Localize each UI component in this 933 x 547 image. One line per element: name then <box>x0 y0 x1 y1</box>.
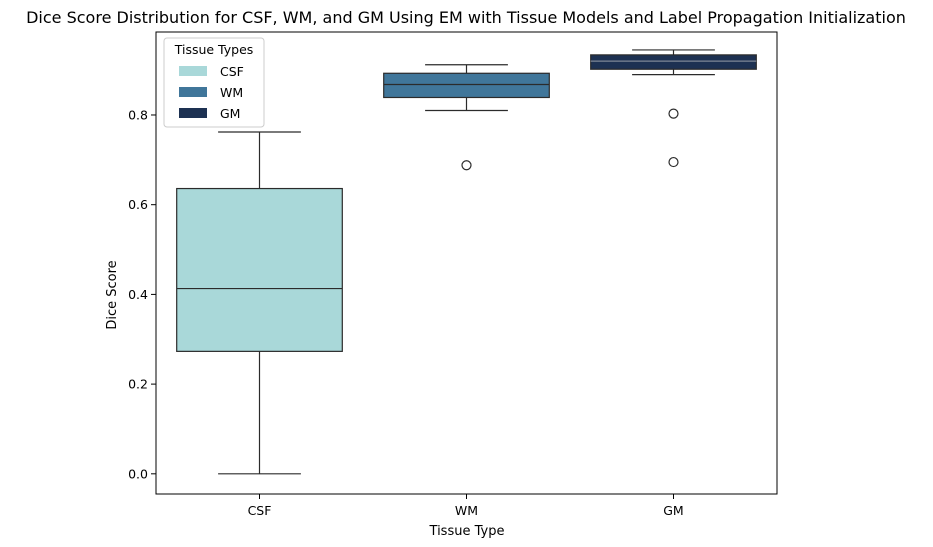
iqr-box <box>383 72 550 99</box>
legend-entry-label: GM <box>220 106 240 121</box>
plot-area <box>176 49 757 475</box>
y-tick-label: 0.4 <box>128 287 148 302</box>
outlier-point <box>668 108 679 119</box>
y-tick-label: 0.0 <box>128 466 148 481</box>
x-tick-label: WM <box>455 503 478 518</box>
box-csf <box>176 131 343 475</box>
chart-title: Dice Score Distribution for CSF, WM, and… <box>26 8 906 27</box>
legend-swatch <box>179 87 207 97</box>
y-tick-label: 0.6 <box>128 197 148 212</box>
box-gm <box>590 49 757 168</box>
y-axis-label: Dice Score <box>105 260 120 329</box>
legend-entry-label: WM <box>220 85 243 100</box>
legend: Tissue Types CSF WM GM <box>163 37 265 128</box>
x-tick-label: GM <box>663 503 683 518</box>
box-wm <box>383 64 550 171</box>
axes: 0.0 0.2 0.4 0.6 0.8 CSF WM GM <box>128 31 778 518</box>
x-tick-label: CSF <box>248 503 272 518</box>
outlier-point <box>668 156 679 168</box>
iqr-box <box>590 54 757 70</box>
legend-swatch <box>179 108 207 118</box>
y-tick-label: 0.2 <box>128 377 148 392</box>
legend-entry-label: CSF <box>220 64 244 79</box>
legend-frame <box>163 37 265 128</box>
outlier-point <box>461 160 472 171</box>
iqr-box <box>176 187 343 352</box>
legend-swatch <box>179 66 207 76</box>
y-tick-label: 0.8 <box>128 107 148 122</box>
x-axis-label: Tissue Type <box>429 524 505 539</box>
legend-title: Tissue Types <box>174 42 254 57</box>
